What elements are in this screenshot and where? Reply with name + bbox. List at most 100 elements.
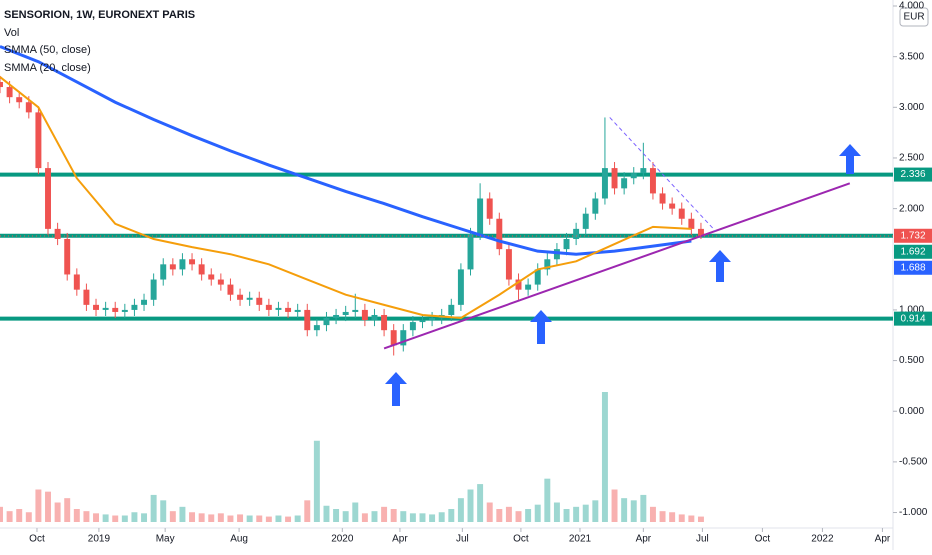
candle-body [121,309,128,312]
volume-bar [160,500,167,522]
x-tick-label: Oct [29,534,45,545]
volume-bar [265,516,272,522]
volume-bar [601,392,608,522]
candle-body [246,297,253,300]
legend-entry: SMMA (20, close) [4,62,91,74]
volume-bar [131,512,138,522]
candle-body [25,102,32,113]
candle-body [342,311,349,315]
x-tick-label: Apr [392,534,408,545]
volume-bar [649,506,656,522]
candle-body [333,314,340,319]
candle-body [669,203,676,209]
volume-bar [525,509,532,522]
volume-bar [573,506,580,522]
volume-bar [563,509,570,522]
candle-body [45,168,51,229]
candle-body [73,274,80,290]
candle-body [275,307,282,310]
volume-bar [352,502,359,522]
volume-bar [429,514,436,522]
candle-body [6,87,13,98]
candle-body [285,307,292,312]
volume-bar [419,513,426,522]
x-tick-label: Oct [513,534,529,545]
candle-body [400,330,407,346]
trendline [383,182,851,350]
candle-body [457,269,464,305]
volume-bar [409,513,416,522]
candle-body [448,304,455,315]
legend-entry: SMMA (50, close) [4,44,91,56]
volume-bar [323,505,330,522]
x-tick-label: Oct [755,534,771,545]
smma-line [0,76,692,320]
candle-body [304,309,311,331]
volume-bar [73,509,80,522]
volume-bar [496,509,503,522]
volume-bar [553,502,560,522]
currency[interactable]: EUR [903,12,924,23]
price-label-box [894,244,932,259]
volume-bar [304,500,311,522]
candle-body [294,309,301,312]
volume-bar [486,502,493,522]
volume-bar [189,512,196,522]
candle-body [630,173,637,179]
candle-body [179,259,186,270]
x-tick-label: Apr [875,534,891,545]
volume-bar [505,506,512,522]
volume-bar [256,515,263,522]
volume-bar [217,513,224,522]
candle-body [93,304,99,310]
candle-body [198,264,205,275]
x-tick-label: Aug [230,534,248,545]
y-tick-label: -0.500 [899,457,928,468]
candle-body [467,233,474,270]
candle-body [189,259,196,265]
volume-bar [630,500,637,522]
candle-body [429,318,436,321]
volume-bar [294,515,301,522]
x-tick-label: Jul [696,534,709,545]
candle-body [381,314,388,331]
x-tick-label: Jul [456,534,469,545]
candle-body [141,299,148,305]
candle-body [419,320,426,323]
volume-bar [477,484,484,522]
volume-bar [438,512,445,522]
price-label-box [894,260,932,275]
candle-body [112,307,119,312]
volume-bar [6,511,13,522]
volume-bar [102,514,109,522]
arrow [385,372,407,406]
volume-bar [25,512,32,522]
candle-body [0,81,3,88]
candle-body [265,304,272,310]
candle-body [678,208,685,219]
volume-bar [534,504,541,522]
x-tick-label: 2019 [88,534,111,545]
volume-bar [121,515,128,522]
volume-bar [112,515,119,522]
candle-body [486,198,493,219]
price-label: 2.336 [900,169,925,180]
candle-body [313,325,320,331]
volume-bar [592,500,599,522]
volume-bar [400,511,407,522]
volume-bar [246,515,253,522]
candle-body [371,314,378,321]
price-label: 1.688 [900,262,925,273]
price-label: 0.914 [900,313,925,324]
marks [0,45,893,522]
volume-bar [313,440,320,522]
volume-bar [169,511,176,522]
volume-bar [697,516,704,522]
y-tick-label: 2.000 [899,203,924,214]
candle-body [352,309,359,312]
volume-bar [237,514,244,522]
y-tick-label: 0.000 [899,406,924,417]
volume-bar [35,489,42,522]
currency-box[interactable] [899,7,929,27]
